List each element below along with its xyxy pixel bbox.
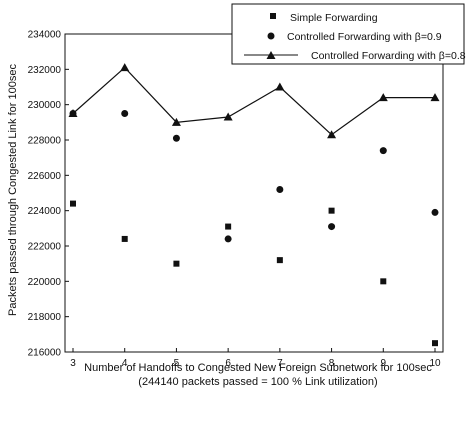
- y-tick-label: 232000: [28, 65, 62, 76]
- point-square: [225, 223, 232, 230]
- legend: Simple Forwarding Controlled Forwarding …: [231, 3, 466, 65]
- legend-marker-triangle: [266, 51, 276, 59]
- point-square: [432, 340, 438, 347]
- x-tick-label: 3: [70, 358, 76, 369]
- point-triangle: [275, 82, 285, 91]
- point-triangle: [327, 130, 337, 139]
- y-tick-label: 220000: [28, 277, 62, 288]
- y-tick-label: 216000: [28, 348, 62, 359]
- y-tick-label: 218000: [28, 312, 62, 323]
- x-tick-label: 6: [225, 358, 231, 369]
- y-tick-label: 226000: [28, 171, 62, 182]
- point-triangle: [378, 93, 388, 102]
- x-tick-label: 4: [122, 358, 128, 369]
- legend-label-simple: Simple Forwarding: [290, 12, 378, 24]
- point-circle: [379, 147, 387, 155]
- y-tick-label: 234000: [28, 30, 62, 41]
- x-axis-title: Number of Handoffs to Congested New Fore…: [84, 362, 432, 374]
- legend-label-beta09: Controlled Forwarding with β=0.9: [287, 31, 442, 43]
- legend-marker-square: [270, 13, 276, 19]
- x-tick-label: 5: [174, 358, 180, 369]
- point-triangle: [120, 63, 130, 72]
- point-square: [70, 200, 76, 207]
- x-axis: 3 4 5 6 7 8 9 10: [70, 348, 441, 369]
- point-circle: [121, 110, 129, 117]
- x-tick-label: 8: [329, 358, 335, 369]
- legend-marker-circle: [267, 32, 275, 40]
- y-tick-label: 222000: [28, 242, 62, 253]
- series-layer: [68, 63, 440, 347]
- y-tick-label: 224000: [28, 206, 62, 217]
- point-triangle: [430, 93, 440, 102]
- point-square: [328, 207, 335, 214]
- point-triangle: [171, 117, 181, 126]
- point-square: [380, 278, 387, 285]
- plot-area-frame: [64, 33, 444, 353]
- point-circle: [224, 235, 232, 243]
- point-square: [173, 260, 180, 267]
- point-circle: [328, 223, 336, 231]
- y-tick-label: 230000: [28, 100, 62, 111]
- x-tick-label: 10: [429, 358, 441, 369]
- point-triangle: [223, 112, 233, 121]
- point-circle: [431, 208, 439, 216]
- legend-label-beta08: Controlled Forwarding with β=0.8: [311, 50, 466, 62]
- x-tick-label: 9: [381, 358, 387, 369]
- y-axis-title: Packets passed through Congested Link fo…: [7, 64, 19, 316]
- y-tick-label: 228000: [28, 136, 62, 147]
- x-tick-label: 7: [277, 358, 283, 369]
- point-circle: [172, 134, 180, 142]
- point-square: [121, 235, 128, 242]
- point-circle: [276, 185, 284, 193]
- x-axis-subtitle: (244140 packets passed = 100 % Link util…: [138, 376, 377, 388]
- y-axis: 216000 218000 220000 222000 224000 226000 2280…: [28, 30, 69, 359]
- point-square: [276, 257, 283, 264]
- series-line-2: [72, 66, 435, 136]
- point-triangle: [68, 109, 78, 117]
